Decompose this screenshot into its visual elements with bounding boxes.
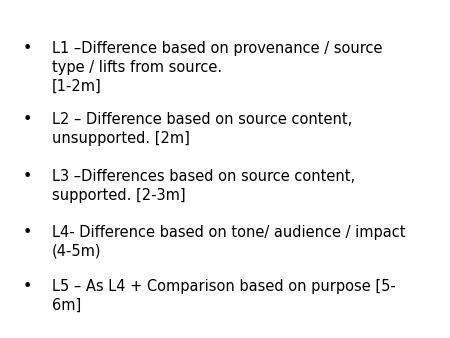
Text: L3 –Differences based on source content,
supported. [2-3m]: L3 –Differences based on source content,…	[52, 169, 355, 203]
Text: •: •	[22, 225, 32, 240]
Text: •: •	[22, 279, 32, 294]
Text: L2 – Difference based on source content,
unsupported. [2m]: L2 – Difference based on source content,…	[52, 112, 352, 146]
Text: L4- Difference based on tone/ audience / impact
(4-5m): L4- Difference based on tone/ audience /…	[52, 225, 405, 259]
Text: L1 –Difference based on provenance / source
type / lifts from source.
[1-2m]: L1 –Difference based on provenance / sou…	[52, 41, 382, 94]
Text: •: •	[22, 169, 32, 184]
Text: •: •	[22, 112, 32, 126]
Text: L5 – As L4 + Comparison based on purpose [5-
6m]: L5 – As L4 + Comparison based on purpose…	[52, 279, 396, 313]
Text: •: •	[22, 41, 32, 55]
